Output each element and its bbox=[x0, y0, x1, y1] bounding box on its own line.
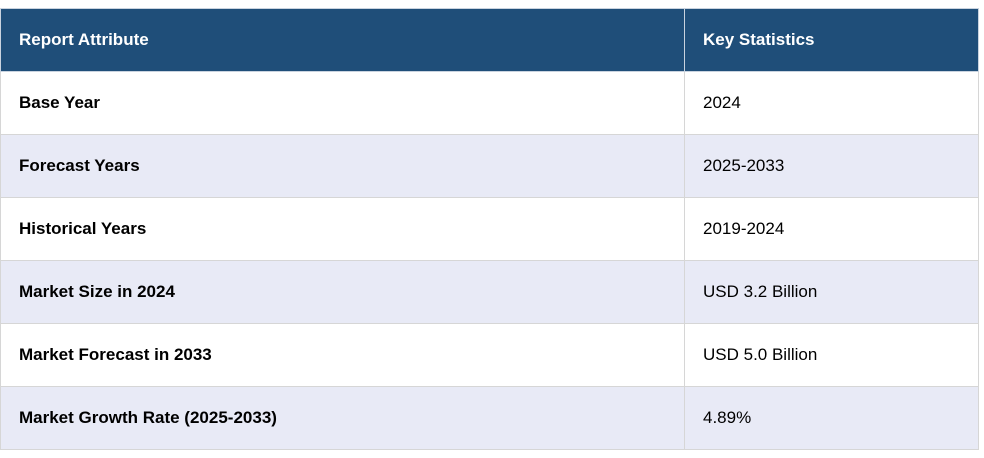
row-value: USD 5.0 Billion bbox=[684, 323, 979, 387]
row-attribute: Market Forecast in 2033 bbox=[0, 323, 685, 387]
header-key-statistics: Key Statistics bbox=[684, 8, 979, 72]
table-row: Market Growth Rate (2025-2033) 4.89% bbox=[0, 386, 979, 450]
table-row: Market Size in 2024 USD 3.2 Billion bbox=[0, 260, 979, 324]
row-value: 2025-2033 bbox=[684, 134, 979, 198]
row-attribute: Base Year bbox=[0, 71, 685, 135]
table-row: Base Year 2024 bbox=[0, 71, 979, 135]
table-row: Historical Years 2019-2024 bbox=[0, 197, 979, 261]
report-attributes-table: Report Attribute Key Statistics Base Yea… bbox=[0, 8, 979, 450]
row-attribute: Market Size in 2024 bbox=[0, 260, 685, 324]
header-report-attribute: Report Attribute bbox=[0, 8, 685, 72]
row-attribute: Forecast Years bbox=[0, 134, 685, 198]
row-attribute: Market Growth Rate (2025-2033) bbox=[0, 386, 685, 450]
table-header: Report Attribute Key Statistics bbox=[0, 8, 979, 72]
header-row: Report Attribute Key Statistics bbox=[0, 8, 979, 72]
row-attribute: Historical Years bbox=[0, 197, 685, 261]
table-row: Market Forecast in 2033 USD 5.0 Billion bbox=[0, 323, 979, 387]
table-row: Forecast Years 2025-2033 bbox=[0, 134, 979, 198]
row-value: 2019-2024 bbox=[684, 197, 979, 261]
table-body: Base Year 2024 Forecast Years 2025-2033 … bbox=[0, 71, 979, 450]
row-value: 4.89% bbox=[684, 386, 979, 450]
row-value: 2024 bbox=[684, 71, 979, 135]
row-value: USD 3.2 Billion bbox=[684, 260, 979, 324]
